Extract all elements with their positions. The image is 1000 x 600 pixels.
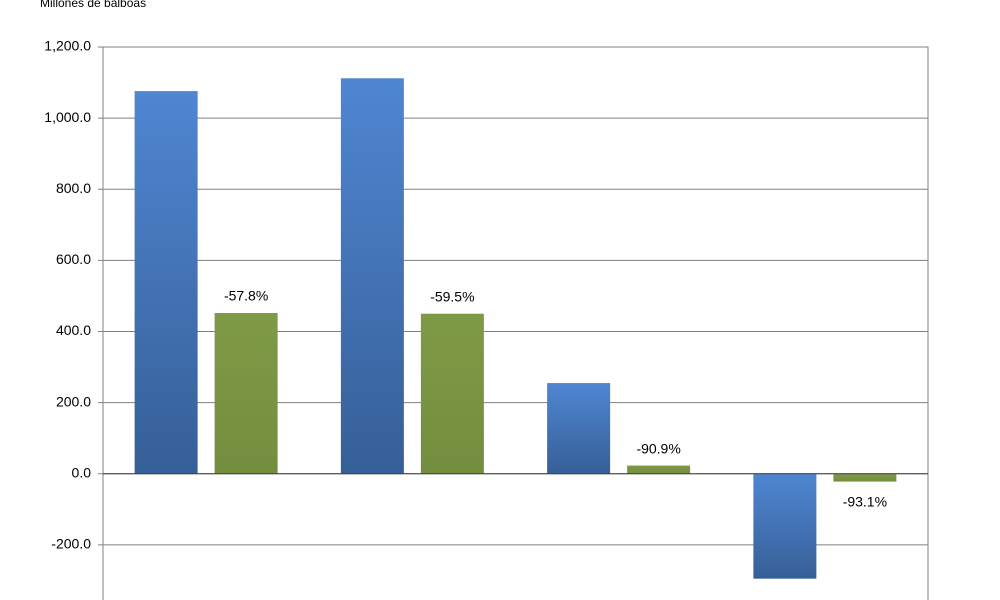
- chart-title: Millones de balboas: [40, 0, 146, 10]
- y-tick-label: 1,200.0: [44, 38, 91, 54]
- annotation: -59.5%: [430, 288, 474, 304]
- y-tick-label: 0.0: [72, 464, 92, 480]
- annotation: -57.8%: [224, 288, 268, 304]
- bar: [214, 313, 278, 474]
- y-tick-label: 1,000.0: [44, 109, 91, 125]
- y-tick-label: 200.0: [56, 393, 91, 409]
- y-tick-label: -200.0: [51, 536, 91, 552]
- bar: [420, 313, 484, 474]
- y-tick-label: 800.0: [56, 180, 91, 196]
- bar: [753, 473, 817, 579]
- annotation: -90.9%: [636, 440, 680, 456]
- bar: [627, 465, 691, 474]
- annotation: -93.1%: [843, 493, 887, 509]
- y-tick-label: 600.0: [56, 251, 91, 267]
- bar: [340, 78, 404, 474]
- y-tick-label: 400.0: [56, 322, 91, 338]
- bar: [833, 473, 897, 482]
- bar: [134, 91, 198, 474]
- bar: [547, 383, 611, 474]
